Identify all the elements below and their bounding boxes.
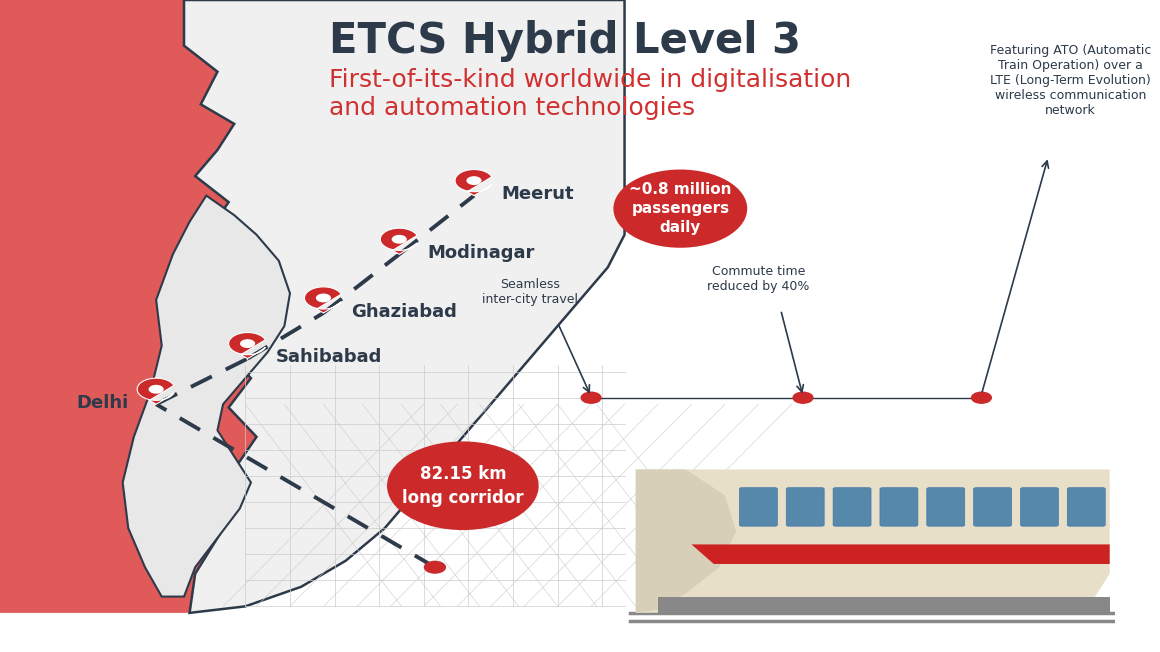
Polygon shape: [455, 170, 492, 196]
Polygon shape: [380, 228, 418, 254]
Text: First-of-its-kind worldwide in digitalisation
and automation technologies: First-of-its-kind worldwide in digitalis…: [329, 68, 851, 120]
Polygon shape: [229, 333, 266, 359]
Text: Delhi: Delhi: [77, 394, 129, 412]
Circle shape: [392, 235, 407, 244]
Circle shape: [792, 391, 813, 404]
Text: Modinagar: Modinagar: [427, 244, 535, 262]
FancyBboxPatch shape: [1067, 488, 1105, 526]
Text: Featuring ATO (Automatic
Train Operation) over a
LTE (Long-Term Evolution)
wirel: Featuring ATO (Automatic Train Operation…: [989, 44, 1152, 117]
Text: Meerut: Meerut: [502, 185, 574, 203]
Text: Ghaziabad: Ghaziabad: [351, 303, 457, 321]
Text: Sahibabad: Sahibabad: [275, 348, 382, 366]
FancyBboxPatch shape: [973, 488, 1012, 526]
Circle shape: [580, 391, 602, 404]
Circle shape: [466, 176, 481, 185]
Circle shape: [148, 385, 164, 394]
Circle shape: [971, 391, 992, 404]
Polygon shape: [636, 469, 737, 613]
Polygon shape: [636, 469, 1110, 613]
Polygon shape: [691, 544, 1110, 564]
Circle shape: [423, 561, 447, 574]
FancyBboxPatch shape: [1021, 488, 1058, 526]
Text: ~0.8 million
passengers
daily: ~0.8 million passengers daily: [629, 182, 732, 235]
Circle shape: [387, 441, 538, 530]
FancyBboxPatch shape: [833, 488, 871, 526]
Circle shape: [240, 339, 255, 348]
FancyBboxPatch shape: [786, 488, 825, 526]
Polygon shape: [304, 287, 341, 313]
FancyBboxPatch shape: [880, 488, 918, 526]
Polygon shape: [184, 0, 624, 613]
Polygon shape: [0, 0, 262, 613]
Text: Commute time
reduced by 40%: Commute time reduced by 40%: [708, 265, 810, 293]
Text: Seamless
inter-city travel: Seamless inter-city travel: [481, 278, 578, 306]
Text: 82.15 km
long corridor: 82.15 km long corridor: [403, 465, 523, 507]
Text: ETCS Hybrid Level 3: ETCS Hybrid Level 3: [329, 20, 802, 61]
Circle shape: [614, 170, 747, 248]
Circle shape: [316, 293, 331, 303]
FancyBboxPatch shape: [927, 488, 965, 526]
Polygon shape: [123, 196, 290, 597]
Polygon shape: [658, 597, 1110, 613]
FancyBboxPatch shape: [739, 488, 777, 526]
Polygon shape: [137, 378, 174, 404]
